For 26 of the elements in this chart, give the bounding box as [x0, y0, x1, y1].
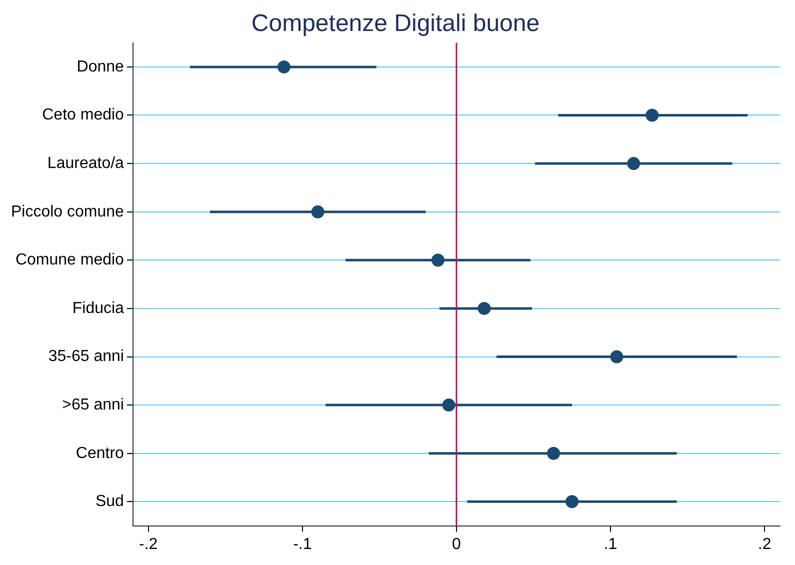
x-tick-label: 0 — [452, 536, 462, 553]
x-tick-label: .2 — [758, 536, 772, 553]
point — [478, 302, 491, 315]
point — [277, 60, 290, 74]
x-tick-label: -.1 — [293, 536, 312, 553]
point — [547, 446, 560, 460]
y-tick-label: Ceto medio — [42, 106, 124, 124]
y-tick-label: Piccolo comune — [10, 203, 124, 220]
point — [610, 350, 624, 364]
point — [442, 398, 456, 412]
point — [311, 205, 324, 218]
y-tick-label: Donne — [76, 58, 124, 76]
point — [646, 108, 659, 122]
y-tick-label: Comune medio — [15, 252, 124, 269]
x-tick-label: -.2 — [139, 536, 158, 553]
y-tick-label: >65 anni — [62, 396, 124, 414]
point — [431, 254, 444, 267]
point — [627, 157, 640, 170]
y-tick-label: Laureato/a — [47, 154, 124, 172]
point — [566, 495, 579, 508]
y-tick-label: Centro — [76, 444, 124, 462]
chart-title: Competenze Digitali buone — [251, 10, 540, 38]
y-tick-label: Sud — [95, 493, 124, 510]
y-tick-label: 35-65 anni — [48, 348, 124, 366]
x-tick-label: .1 — [604, 536, 618, 553]
y-tick-label: Fiducia — [72, 300, 124, 317]
